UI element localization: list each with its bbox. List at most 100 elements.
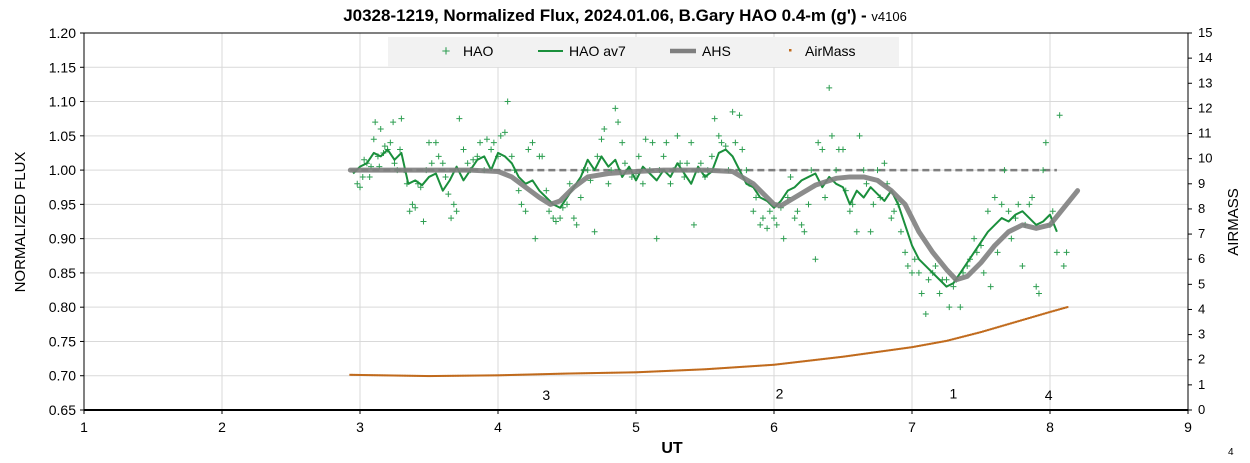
airmass-point	[1049, 310, 1052, 313]
airmass-point	[687, 369, 690, 372]
airmass-point	[764, 364, 767, 367]
airmass-point	[617, 371, 620, 374]
airmass-point	[895, 348, 898, 351]
airmass-point	[609, 371, 612, 374]
airmass-point	[942, 340, 945, 343]
airmass-point	[516, 373, 519, 376]
legend-airmass-label: AirMass	[805, 43, 856, 59]
hao-point	[448, 215, 455, 222]
airmass-point	[1036, 314, 1039, 317]
airmass-point	[660, 370, 663, 373]
airmass-point	[978, 331, 981, 334]
airmass-point	[973, 332, 976, 335]
hao-point	[918, 290, 925, 297]
airmass-point	[567, 372, 570, 375]
airmass-point	[736, 366, 739, 369]
airmass-point	[970, 333, 973, 336]
airmass-point	[427, 375, 430, 378]
airmass-point	[829, 357, 832, 360]
hao-point	[621, 160, 628, 167]
airmass-point	[821, 358, 824, 361]
y-tick-label: 1.15	[49, 59, 76, 75]
airmass-point	[990, 328, 993, 331]
airmass-point	[890, 348, 893, 351]
airmass-point	[1006, 323, 1009, 326]
hao-point	[432, 139, 439, 146]
airmass-point	[395, 374, 398, 377]
hao-point	[791, 215, 798, 222]
hao-point	[522, 208, 529, 215]
airmass-point	[852, 354, 855, 357]
hao-point	[663, 139, 670, 146]
hao-point	[1029, 194, 1036, 201]
airmass-point	[875, 351, 878, 354]
hao-point	[397, 146, 404, 153]
hao-point	[787, 173, 794, 180]
hao-point	[715, 132, 722, 139]
airmass-point	[614, 371, 617, 374]
hao-point	[759, 215, 766, 222]
hao-point	[504, 98, 511, 105]
hao-point	[477, 139, 484, 146]
hao-point	[840, 146, 846, 153]
x-tick-label: 9	[1184, 419, 1192, 435]
airmass-point	[448, 374, 451, 377]
hao-point	[570, 215, 577, 222]
airmass-point	[392, 374, 395, 377]
hao-point	[674, 132, 681, 139]
x-tick-label: 8	[1046, 419, 1054, 435]
airmass-point	[932, 342, 935, 345]
airmass-point	[700, 368, 703, 371]
airmass-point	[781, 362, 784, 365]
airmass-point	[935, 341, 938, 344]
airmass-point	[943, 340, 946, 343]
legend-hao-label: HAO	[463, 43, 493, 59]
hao-point	[736, 112, 743, 119]
airmass-point	[601, 371, 604, 374]
airmass-point	[799, 360, 802, 363]
airmass-point	[475, 374, 478, 377]
airmass-point	[958, 336, 961, 339]
hao-point	[946, 304, 953, 311]
x-tick-label: 4	[494, 419, 502, 435]
hao-point	[812, 256, 819, 263]
airmass-point	[948, 339, 951, 342]
airmass-point	[1013, 321, 1016, 324]
airmass-point	[541, 373, 544, 376]
airmass-point	[394, 374, 397, 377]
hao-point	[718, 139, 725, 146]
hao-point	[819, 146, 826, 153]
airmass-point	[640, 371, 643, 374]
airmass-point	[534, 373, 537, 376]
airmass-point	[539, 373, 542, 376]
hao-point	[660, 153, 667, 160]
hao-point	[828, 132, 835, 139]
hao-point	[594, 153, 601, 160]
legend-item-hao-av7: HAO av7	[538, 43, 626, 59]
airmass-point	[562, 372, 565, 375]
airmass-point	[882, 350, 885, 353]
airmass-point	[856, 353, 859, 356]
airmass-point	[1031, 316, 1034, 319]
airmass-point	[769, 363, 772, 366]
airmass-point	[824, 357, 827, 360]
airmass-point	[861, 353, 864, 356]
hao-point	[753, 194, 760, 201]
hao-point	[1053, 249, 1060, 256]
x-tick-label: 2	[218, 419, 226, 435]
hao-point	[426, 139, 432, 146]
airmass-point	[1029, 316, 1032, 319]
airmass-point	[476, 374, 479, 377]
airmass-point	[350, 373, 353, 376]
airmass-point	[629, 371, 632, 374]
airmass-point	[548, 373, 551, 376]
hao-point	[370, 136, 377, 143]
airmass-point	[405, 374, 408, 377]
hao-point	[826, 84, 833, 91]
airmass-point	[521, 373, 524, 376]
airmass-point	[607, 371, 610, 374]
airmass-point	[776, 363, 779, 366]
airmass-point	[390, 374, 393, 377]
airmass-point	[471, 374, 474, 377]
hao-point	[998, 201, 1005, 208]
